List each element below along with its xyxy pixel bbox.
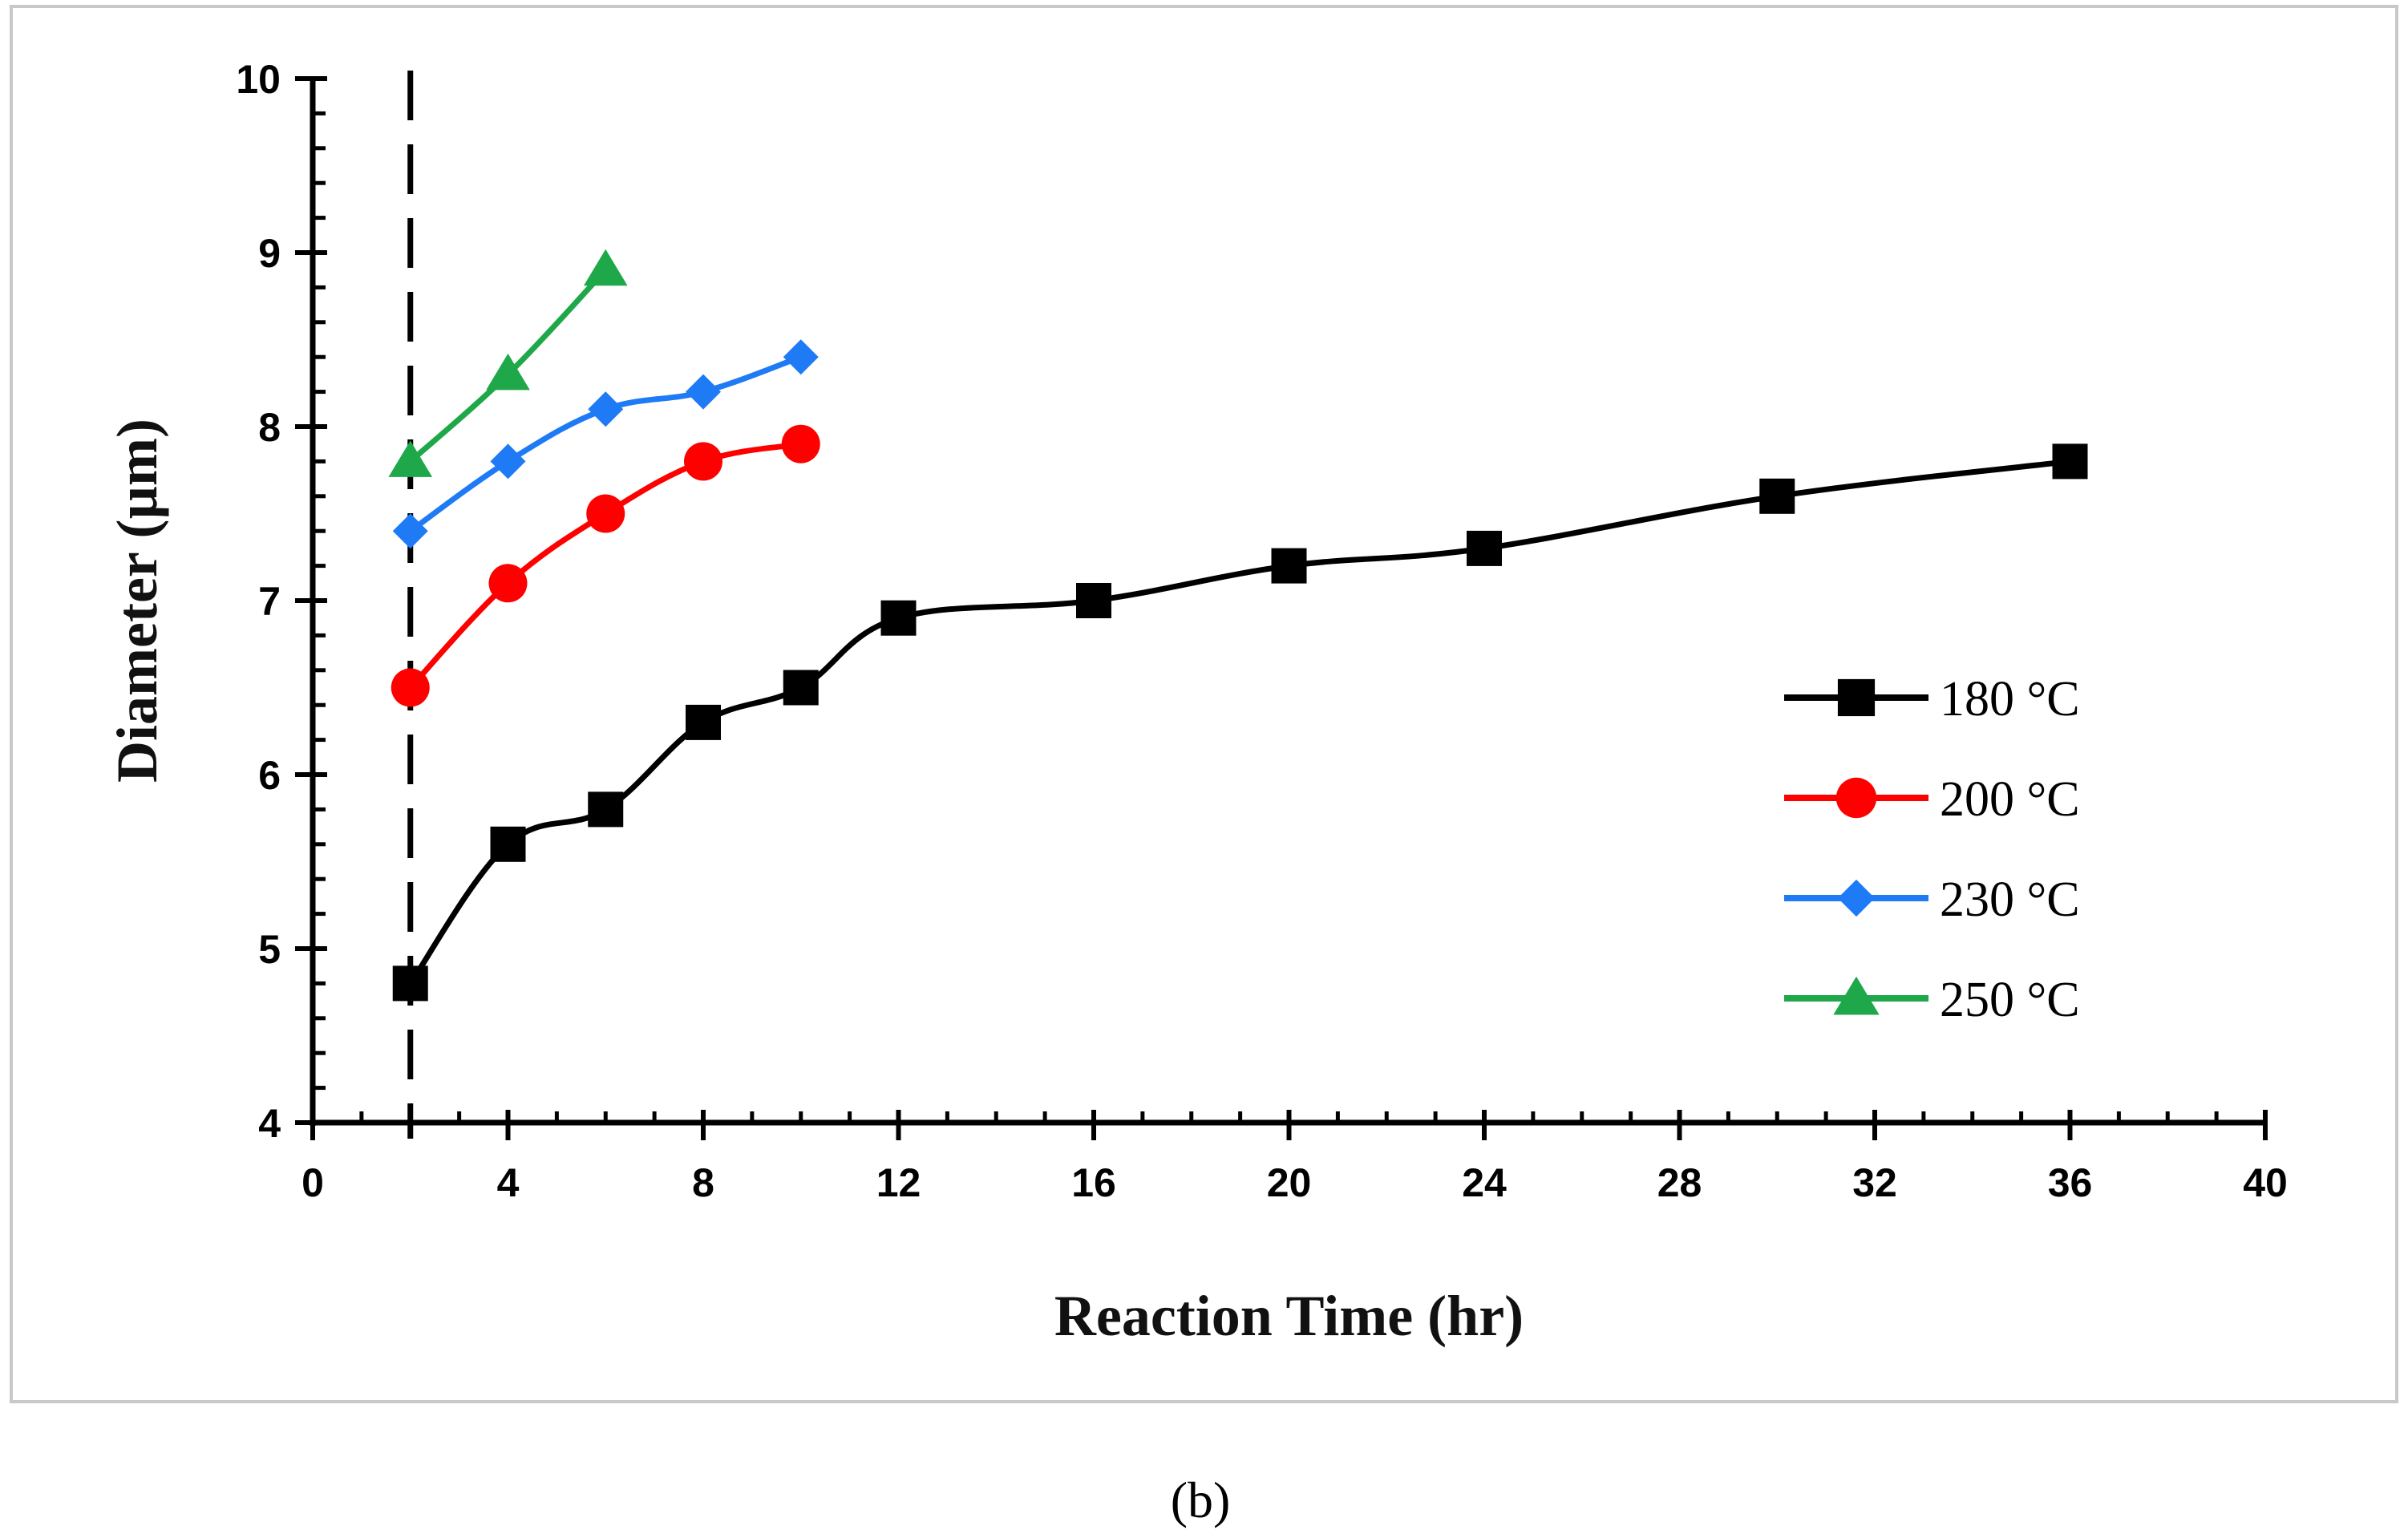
data-point bbox=[686, 374, 721, 410]
x-tick-label: 0 bbox=[302, 1160, 324, 1205]
series-2 bbox=[392, 339, 819, 549]
data-point bbox=[588, 791, 624, 828]
legend-item: 250 °C bbox=[1784, 973, 2080, 1027]
data-point bbox=[392, 965, 428, 1002]
data-point bbox=[783, 339, 819, 375]
data-point bbox=[1076, 583, 1111, 618]
x-tick-label: 4 bbox=[497, 1160, 520, 1205]
x-tick-label: 24 bbox=[1462, 1160, 1507, 1205]
legend-marker bbox=[1833, 976, 1880, 1015]
x-tick-label: 20 bbox=[1267, 1160, 1312, 1205]
data-point bbox=[583, 249, 628, 286]
data-point bbox=[1759, 478, 1795, 514]
legend-marker bbox=[1837, 678, 1876, 717]
x-tick-label: 32 bbox=[1852, 1160, 1897, 1205]
legend-item: 230 °C bbox=[1784, 872, 2080, 927]
data-point bbox=[488, 564, 528, 603]
legend-label: 180 °C bbox=[1940, 672, 2080, 727]
legend-item: 180 °C bbox=[1784, 672, 2080, 727]
y-tick-label: 7 bbox=[258, 579, 281, 624]
x-tick-label: 16 bbox=[1071, 1160, 1116, 1205]
legend-label: 200 °C bbox=[1940, 772, 2080, 827]
legend-label: 250 °C bbox=[1940, 973, 2080, 1027]
data-point bbox=[781, 424, 820, 463]
y-tick-label: 6 bbox=[258, 753, 281, 798]
y-tick-label: 4 bbox=[258, 1101, 281, 1146]
x-tick-label: 8 bbox=[692, 1160, 714, 1205]
series-0 bbox=[392, 443, 2088, 1002]
data-point bbox=[490, 443, 526, 480]
data-point bbox=[686, 704, 721, 740]
data-point bbox=[1271, 548, 1307, 584]
data-point bbox=[586, 494, 625, 533]
series-layer bbox=[388, 249, 2088, 1002]
y-tick-label: 10 bbox=[236, 57, 281, 102]
data-point bbox=[392, 513, 428, 549]
legend-marker bbox=[1835, 777, 1877, 819]
x-tick-label: 28 bbox=[1657, 1160, 1702, 1205]
data-point bbox=[880, 600, 917, 636]
data-point bbox=[388, 440, 433, 477]
data-point bbox=[684, 442, 722, 481]
legend-item: 200 °C bbox=[1784, 772, 2080, 827]
data-point bbox=[588, 391, 624, 427]
data-point bbox=[391, 668, 430, 707]
data-point bbox=[2052, 443, 2088, 480]
x-tick-label: 36 bbox=[2048, 1160, 2093, 1205]
data-point bbox=[1467, 530, 1502, 566]
data-point bbox=[490, 826, 526, 862]
series-3 bbox=[388, 249, 628, 477]
data-point bbox=[486, 353, 530, 391]
y-tick-label: 5 bbox=[258, 927, 281, 972]
y-tick-label: 9 bbox=[258, 231, 281, 276]
legend: 180 °C 200 °C 230 °C 250 °C bbox=[1784, 672, 2080, 1027]
data-point bbox=[783, 670, 819, 706]
x-tick-label: 40 bbox=[2243, 1160, 2288, 1205]
legend-label: 230 °C bbox=[1940, 872, 2080, 927]
figure-caption: (b) bbox=[1171, 1471, 1231, 1528]
legend-marker bbox=[1837, 879, 1876, 917]
x-axis-title: Reaction Time (hr) bbox=[1054, 1284, 1524, 1348]
series-1 bbox=[391, 424, 820, 707]
y-tick-label: 8 bbox=[258, 405, 281, 450]
x-tick-label: 12 bbox=[876, 1160, 921, 1205]
y-axis-title: Diameter (µm) bbox=[105, 419, 169, 783]
